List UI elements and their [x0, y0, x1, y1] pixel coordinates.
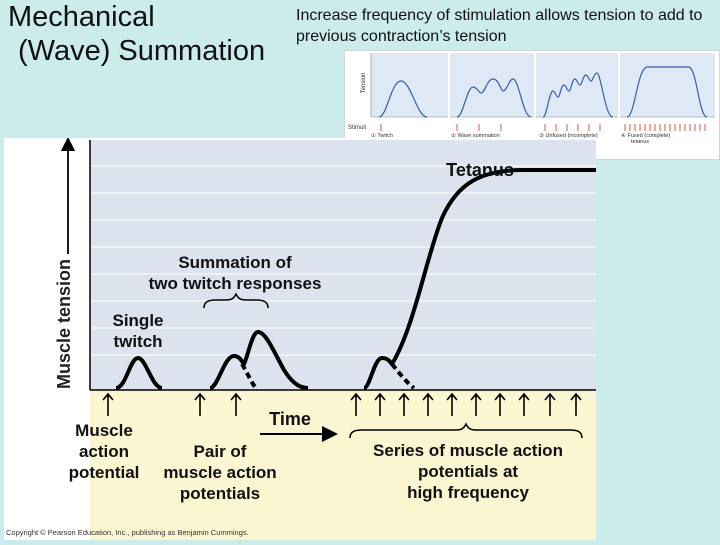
stimulus-arrow: [422, 392, 434, 416]
stimulus-arrows: [102, 392, 582, 416]
inset-panel-4-label2: tetanus: [631, 139, 649, 145]
muscle-ap-label-2: action: [79, 442, 129, 461]
inset-panel-4-label: ④ Fused (complete): [621, 132, 670, 139]
muscle-ap-label-1: Muscle: [75, 421, 133, 440]
inset-panel-1-label: ① Twitch: [371, 132, 393, 139]
stimulus-arrow: [230, 392, 242, 416]
single-twitch-curve: [115, 355, 163, 390]
inset-plot-area: [371, 53, 715, 117]
inset-curve-fused: [626, 66, 708, 118]
summation-label-1: Summation of: [178, 253, 292, 272]
stimulus-band: [90, 390, 596, 540]
main-svg: Muscle tension Tetanus Summation of two …: [6, 136, 596, 540]
single-twitch-label-2: twitch: [113, 332, 162, 351]
inset-panel-3-label: ③ Unfused (incomplete): [539, 132, 598, 139]
inset-curve-twitch: [378, 80, 428, 118]
stimulus-arrow: [544, 392, 556, 416]
summation-curve: [209, 329, 309, 390]
gridlines: [90, 165, 596, 356]
single-twitch-label-1: Single: [112, 311, 163, 330]
series-label-1: Series of muscle action: [373, 441, 563, 460]
stimulus-arrow: [446, 392, 458, 416]
slide-subtitle: Increase frequency of stimulation allows…: [296, 7, 703, 45]
tetanus-curve: [362, 168, 596, 390]
pair-label-2: muscle action: [163, 463, 276, 482]
stimulus-arrow: [494, 392, 506, 416]
muscle-ap-label-3: potential: [69, 463, 140, 482]
stimulus-arrow: [470, 392, 482, 416]
inset-tension-label: Tension: [361, 73, 367, 94]
stimulus-arrow: [350, 392, 362, 416]
pair-label-1: Pair of: [194, 442, 247, 461]
first-twitch-dashed: [240, 362, 258, 390]
inset-stimulus-marks: [380, 124, 706, 131]
inset-stimuli-label: Stimuli: [348, 125, 366, 131]
x-axis-label: Time: [269, 409, 311, 429]
inset-panel-2-label: ② Wave summation: [451, 132, 500, 139]
stimulus-arrow: [194, 392, 206, 416]
inset-curve-unfused: [542, 72, 614, 118]
series-brace: [349, 422, 583, 439]
stimulus-arrow: [518, 392, 530, 416]
stimulus-arrow: [398, 392, 410, 416]
title-line-2: (Wave) Summation: [18, 35, 266, 67]
title-line-1: Mechanical: [8, 1, 155, 33]
stimulus-arrow: [102, 392, 114, 416]
tetanus-label: Tetanus: [446, 160, 514, 180]
y-axis-label: Muscle tension: [54, 259, 74, 389]
tetanus-first-twitch-dashed: [390, 362, 416, 390]
inset-curve-wave: [456, 78, 532, 118]
stimulus-arrow: [570, 392, 582, 416]
inset-svg: Tension Stimuli ① Twitch ② Wave summatio…: [348, 53, 715, 155]
plot-area: [90, 140, 596, 390]
pair-label-3: potentials: [180, 484, 260, 503]
main-diagram: Muscle tension Tetanus Summation of two …: [4, 136, 596, 540]
stimulus-arrow: [374, 392, 386, 416]
slide-title: Mechanical (Wave) Summation: [8, 0, 265, 68]
series-label-3: high frequency: [407, 483, 529, 502]
series-label-2: potentials at: [418, 462, 518, 481]
summation-label-2: two twitch responses: [149, 274, 322, 293]
summation-brace: [203, 292, 269, 309]
main-copyright: Copyright © Pearson Education, Inc., pub…: [6, 528, 249, 537]
